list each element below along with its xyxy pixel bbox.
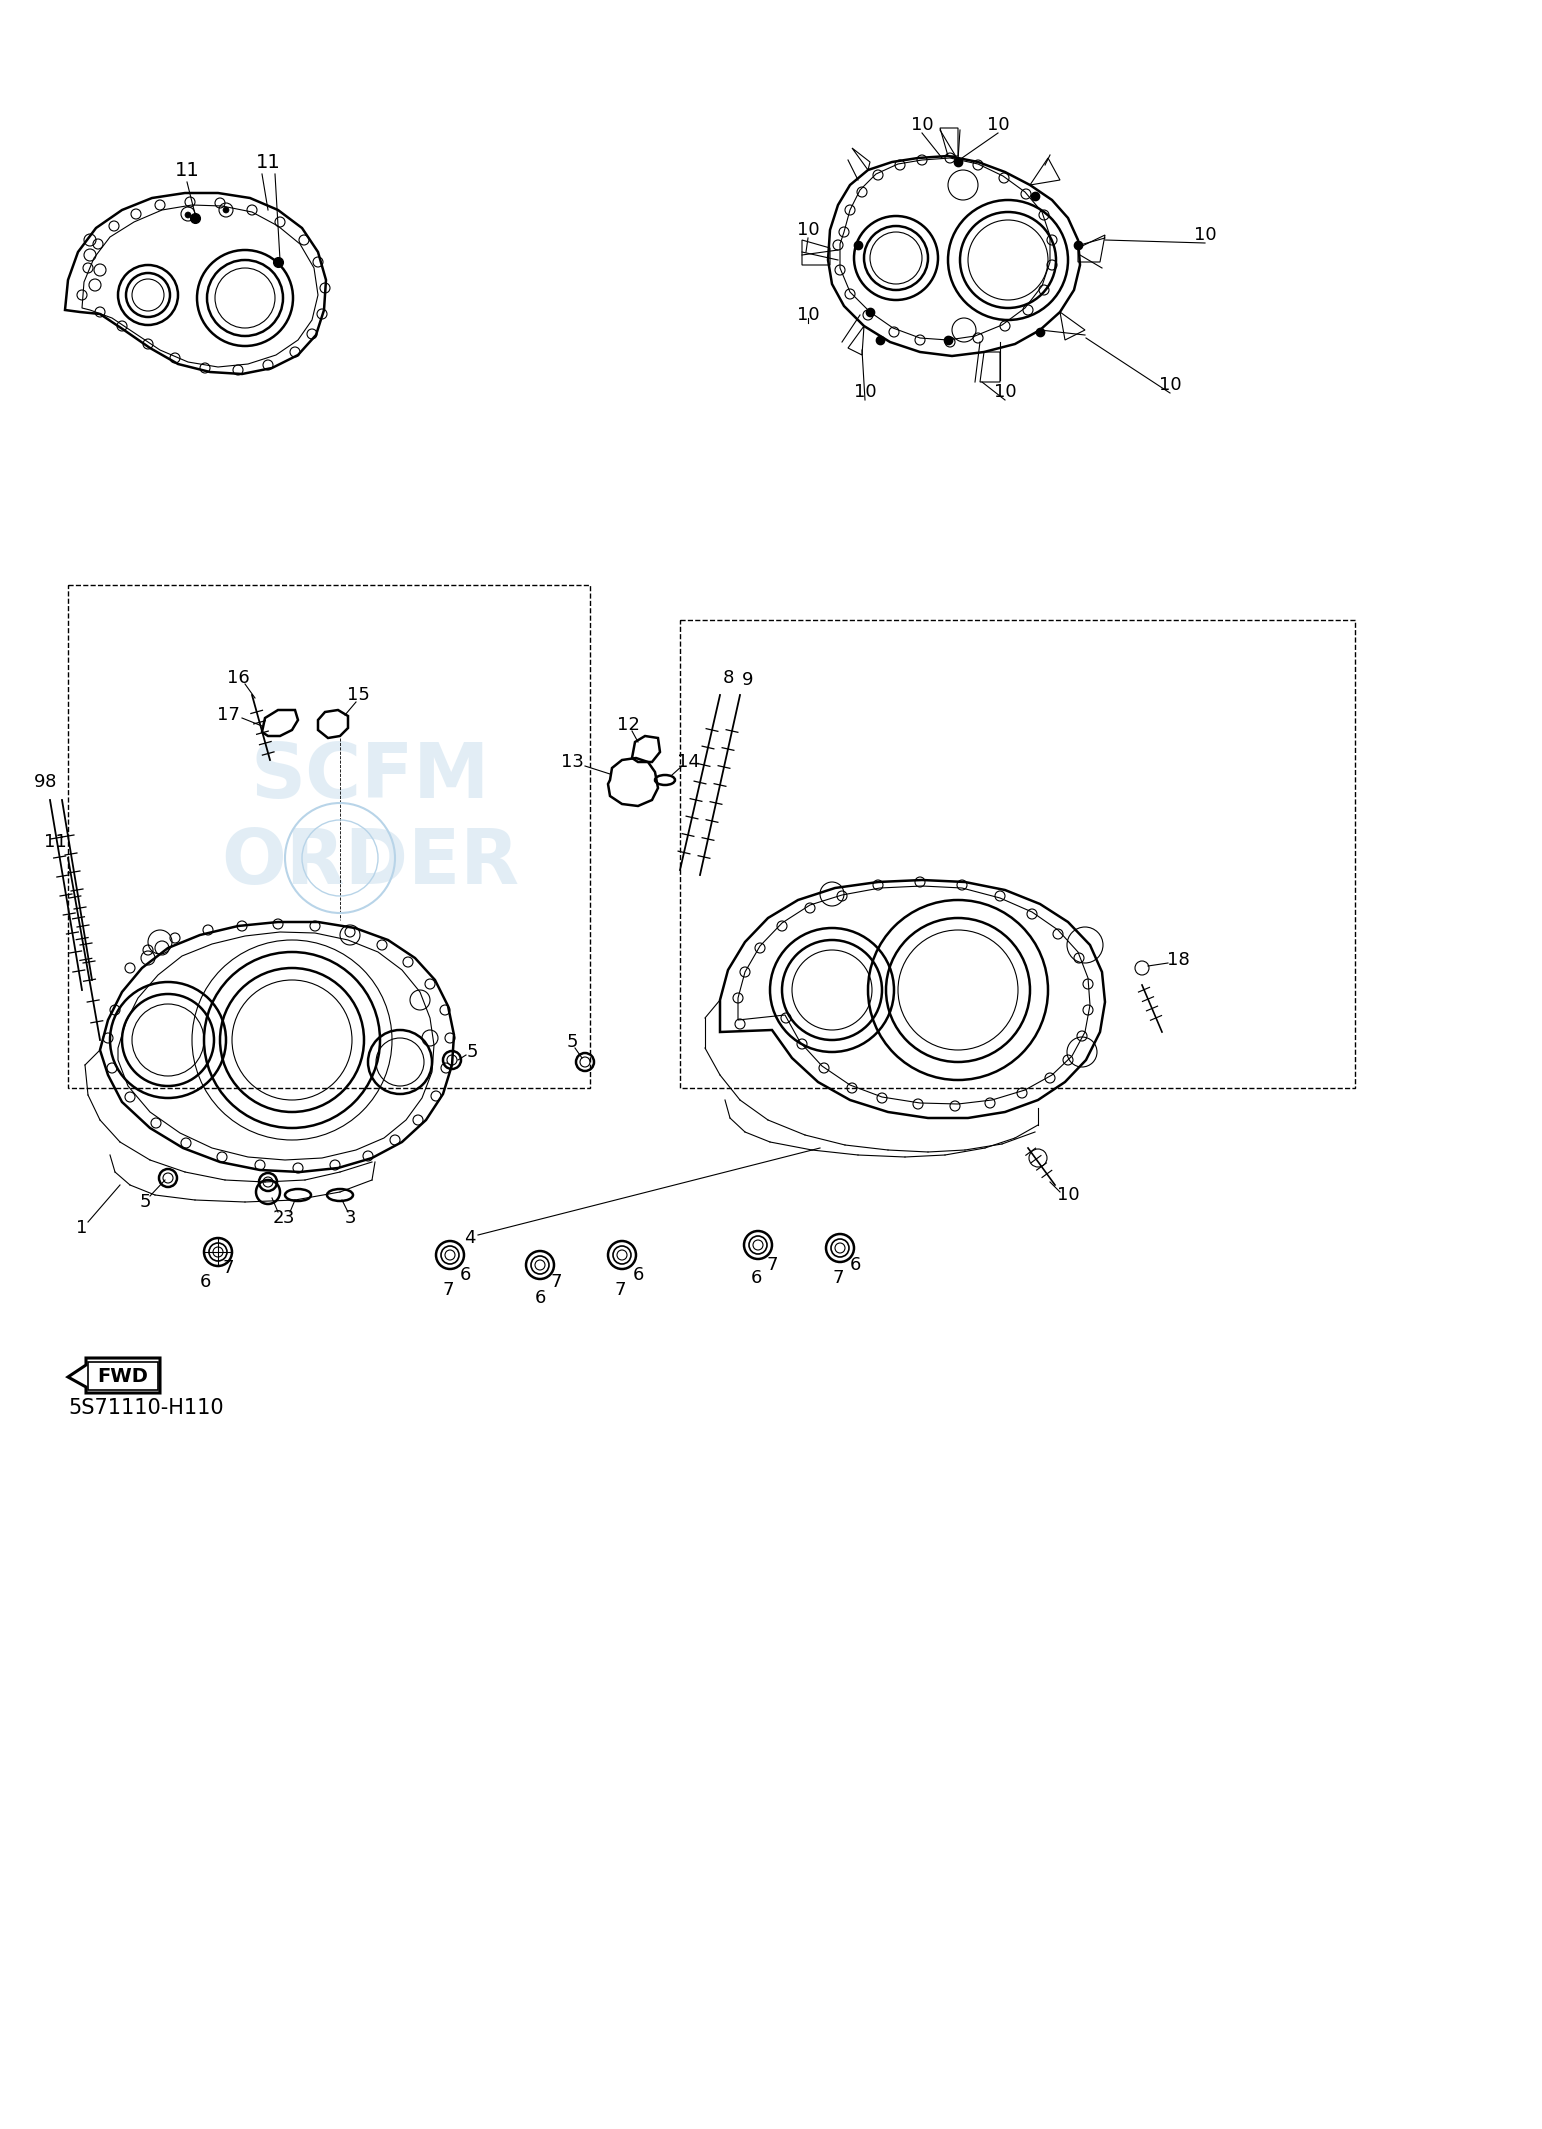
Text: 7: 7	[222, 1258, 234, 1277]
Circle shape	[185, 213, 191, 217]
Text: 15: 15	[347, 686, 370, 705]
Text: 1: 1	[76, 1220, 88, 1237]
Text: 7: 7	[833, 1269, 843, 1288]
Text: 4: 4	[464, 1228, 476, 1248]
Text: 10: 10	[1194, 226, 1217, 245]
Text: 11: 11	[174, 160, 199, 179]
Text: SCFM
ORDER: SCFM ORDER	[221, 741, 520, 901]
Text: 14: 14	[677, 754, 700, 771]
Text: 3: 3	[344, 1209, 356, 1226]
Text: 6: 6	[850, 1256, 860, 1273]
Text: 5: 5	[139, 1192, 151, 1211]
Text: 6: 6	[632, 1267, 643, 1284]
Text: 10: 10	[797, 221, 819, 238]
Text: 6: 6	[535, 1288, 546, 1307]
Text: 11: 11	[256, 153, 281, 172]
Bar	[680, 620, 1355, 1088]
Text: 11: 11	[43, 832, 66, 852]
Text: 13: 13	[561, 754, 583, 771]
Text: 10: 10	[1158, 377, 1181, 394]
Text: 18: 18	[1167, 952, 1189, 969]
Text: 2: 2	[273, 1209, 284, 1226]
Text: 7: 7	[614, 1282, 626, 1299]
Text: 5: 5	[466, 1043, 478, 1060]
Text: 6: 6	[460, 1267, 470, 1284]
Text: 3: 3	[282, 1209, 293, 1226]
Text: 6: 6	[751, 1269, 762, 1288]
Circle shape	[224, 207, 230, 213]
Text: 9: 9	[742, 671, 754, 690]
Text: 5: 5	[566, 1033, 578, 1052]
Text: 8: 8	[45, 773, 56, 792]
Bar	[68, 585, 591, 1088]
Text: 8: 8	[722, 669, 734, 688]
Text: 7: 7	[766, 1256, 777, 1273]
Text: 10: 10	[854, 383, 876, 400]
Text: 10: 10	[911, 115, 933, 134]
Text: 12: 12	[617, 715, 640, 735]
Text: 7: 7	[550, 1273, 561, 1290]
Text: 10: 10	[797, 307, 819, 324]
Text: 17: 17	[216, 707, 239, 724]
Text: 10: 10	[993, 383, 1016, 400]
Text: 16: 16	[227, 669, 250, 688]
Text: 5S71110-H110: 5S71110-H110	[68, 1399, 224, 1418]
Text: FWD: FWD	[97, 1367, 148, 1386]
Text: 10: 10	[1056, 1186, 1079, 1205]
Text: 7: 7	[443, 1282, 453, 1299]
Text: 9: 9	[34, 773, 46, 792]
Text: 10: 10	[987, 115, 1010, 134]
Text: 6: 6	[199, 1273, 211, 1290]
